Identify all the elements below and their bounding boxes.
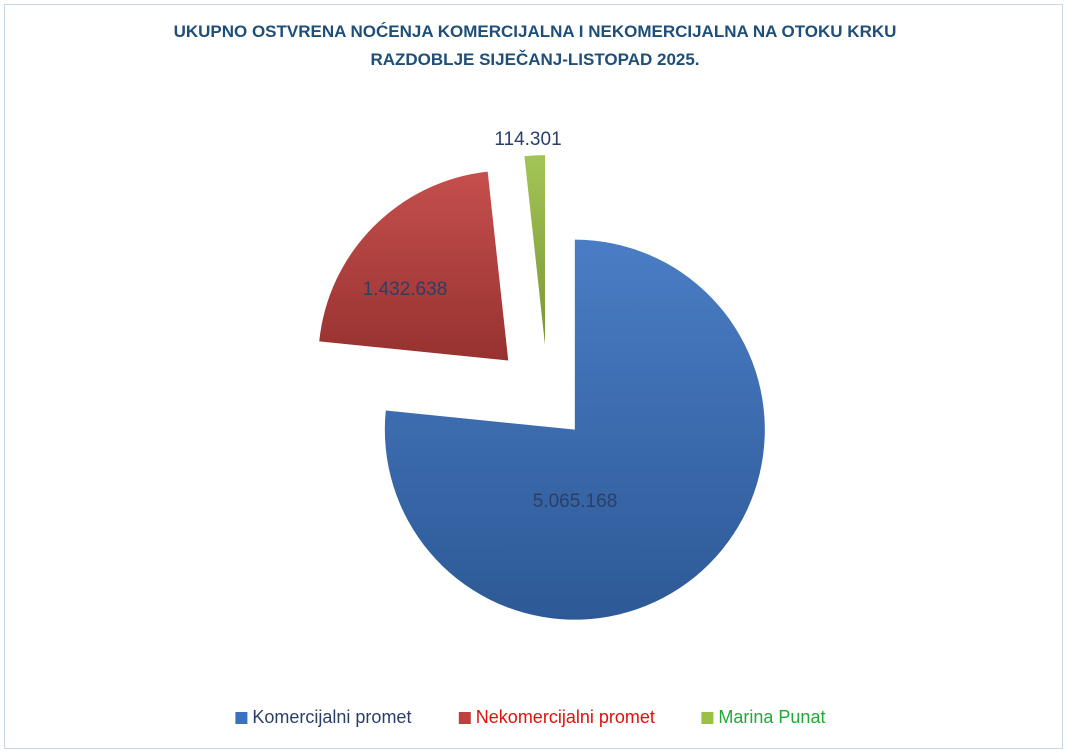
data-label: 5.065.168 (533, 491, 618, 512)
pie-slice (524, 155, 546, 346)
legend-label: Nekomercijalni promet (476, 707, 655, 727)
chart-border (4, 4, 1063, 749)
pie-slice (384, 239, 765, 620)
data-label: 1.432.638 (363, 279, 448, 300)
data-label: 114.301 (494, 129, 561, 150)
legend-swatch (235, 712, 248, 724)
legend-swatch (458, 712, 471, 724)
chart-title: UKUPNO OSTVRENA NOĆENJA KOMERCIJALNA I N… (173, 22, 897, 69)
legend-label: Marina Punat (718, 707, 825, 727)
legend-swatch (701, 712, 714, 724)
legend-label: Komercijalni promet (252, 707, 411, 727)
pie-slice (319, 171, 509, 361)
